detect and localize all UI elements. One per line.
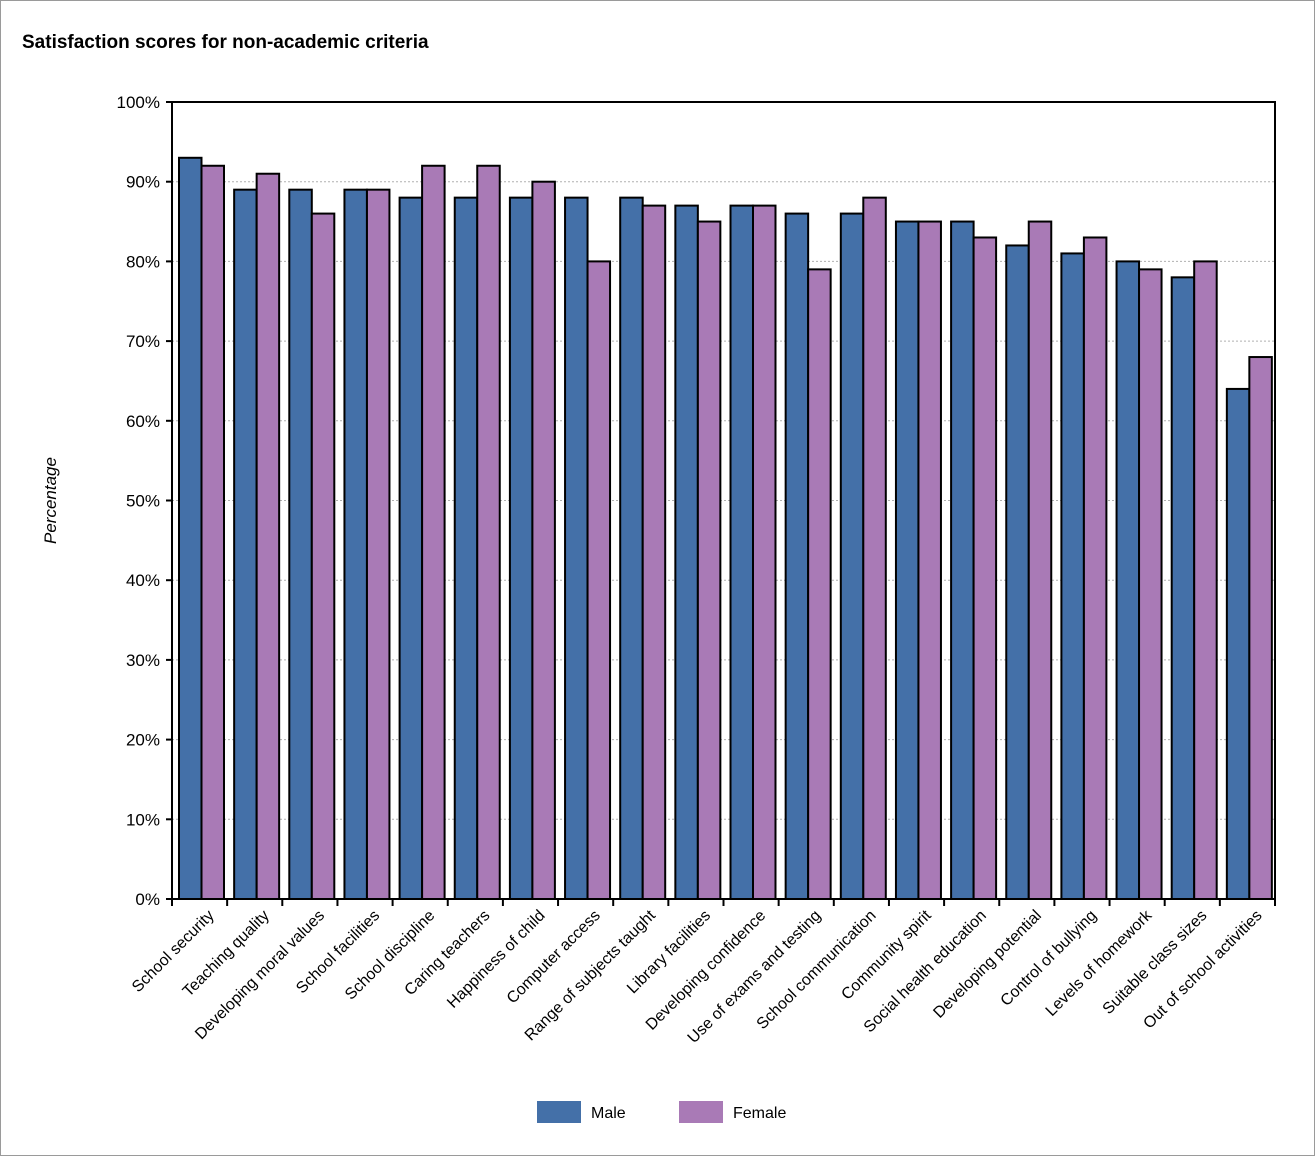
bar-male <box>950 220 975 901</box>
y-tick-label: 20% <box>126 731 160 750</box>
bar-female <box>641 204 667 901</box>
y-tick-label: 30% <box>126 651 160 670</box>
y-tick-label: 10% <box>126 810 160 829</box>
x-category-label: Levels of homework <box>1043 906 1156 1019</box>
bar-female <box>476 164 501 900</box>
bar-female <box>421 164 446 900</box>
bar-female <box>200 164 225 900</box>
bar-female <box>696 220 722 901</box>
bar-male <box>1115 260 1141 900</box>
bar-female <box>1248 356 1273 901</box>
y-tick-label: 50% <box>126 492 160 511</box>
bar-female <box>1193 260 1218 900</box>
bar-male <box>674 204 699 901</box>
bar-female <box>531 180 556 900</box>
bar-male <box>784 212 810 900</box>
bar-male <box>894 220 920 901</box>
y-axis-title: Percentage <box>41 457 60 544</box>
bar-male <box>398 196 424 900</box>
bar-female <box>365 188 391 901</box>
y-tick-label: 0% <box>135 890 160 909</box>
x-category-label: Suitable class sizes <box>1100 907 1211 1018</box>
y-axis: 0% 10% 20% 30% 40% 50% 60% 70% 80% 90% 100% <box>117 93 172 909</box>
bar-female <box>586 260 612 900</box>
bar-female <box>310 212 336 900</box>
legend-swatch-male <box>537 1101 581 1123</box>
bar-female <box>255 172 281 901</box>
legend-label-female: Female <box>733 1105 786 1122</box>
legend-label-male: Male <box>591 1105 626 1122</box>
bar-male <box>233 188 258 901</box>
y-tick-label: 80% <box>126 252 160 271</box>
bar-male <box>178 156 203 901</box>
x-category-label: Happiness of child <box>444 907 548 1011</box>
bar-male <box>1170 276 1196 900</box>
bar-male <box>729 204 754 901</box>
bar-male <box>1005 244 1030 900</box>
x-category-label: Computer access <box>504 907 604 1007</box>
bar-male <box>564 196 589 900</box>
bar-female <box>1138 268 1163 900</box>
bar-female <box>752 204 777 901</box>
bar-female <box>807 268 832 900</box>
bar-male <box>453 196 479 900</box>
bar-male <box>839 212 865 900</box>
bar-male <box>288 188 313 901</box>
legend-swatch-female <box>679 1101 723 1123</box>
y-tick-label: 90% <box>126 173 160 192</box>
x-category-label: Control of bullying <box>998 907 1101 1010</box>
y-tick-label: 100% <box>117 93 160 112</box>
bars <box>178 156 1273 901</box>
bar-male <box>343 188 368 901</box>
bar-male <box>1225 387 1251 900</box>
y-tick-label: 40% <box>126 571 160 590</box>
bar-female <box>917 220 942 901</box>
bar-male <box>508 196 534 900</box>
bar-female <box>1027 220 1053 901</box>
grid-lines <box>172 181 1275 820</box>
x-category-label: Developing potential <box>930 907 1045 1022</box>
bar-male <box>619 196 644 900</box>
y-tick-label: 60% <box>126 412 160 431</box>
legend: Male Female <box>537 1101 786 1123</box>
chart-title: Satisfaction scores for non-academic cri… <box>22 32 429 53</box>
bar-female <box>972 236 998 901</box>
bar-female <box>1082 236 1108 901</box>
y-tick-label: 70% <box>126 332 160 351</box>
bar-female <box>862 196 887 900</box>
bar-male <box>1060 252 1085 900</box>
